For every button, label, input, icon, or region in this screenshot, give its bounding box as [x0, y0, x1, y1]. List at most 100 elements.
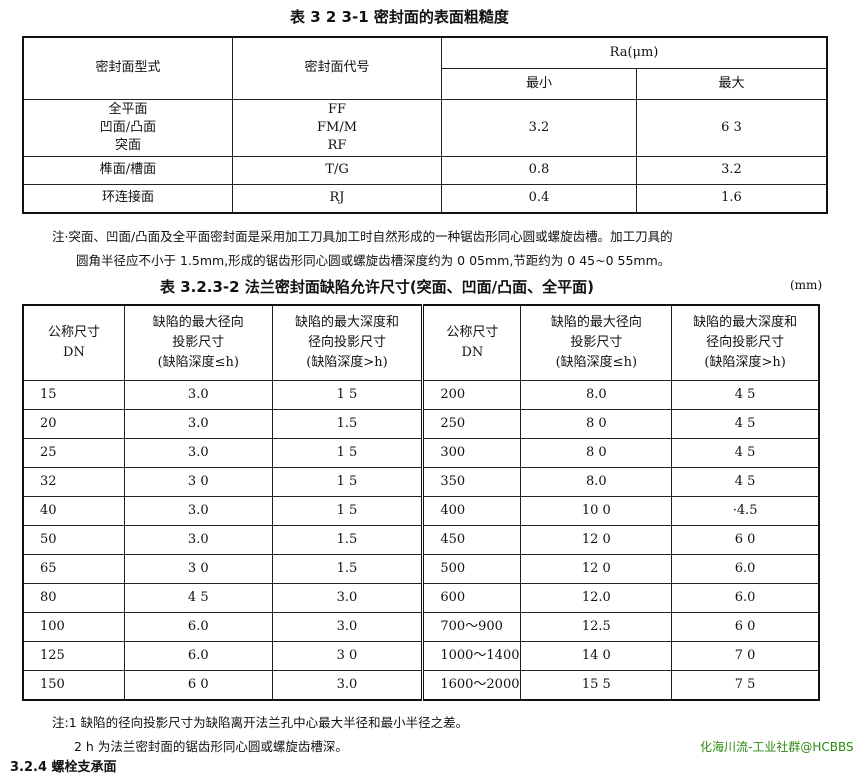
- cell: 1.5: [271, 525, 425, 555]
- cell: FF: [327, 101, 347, 117]
- table2-unit: (mm): [790, 278, 823, 292]
- cell: 450: [422, 525, 522, 555]
- cell: 12 0: [520, 525, 673, 555]
- table-row: 环连接面 RJ 0.4 1.6: [22, 183, 828, 214]
- cell: 1 5: [271, 467, 425, 497]
- cell: 0.8: [441, 155, 637, 185]
- cell: 7 0: [671, 641, 820, 671]
- header-line: 径向投影尺寸: [706, 335, 785, 350]
- cell: 3.0: [123, 496, 273, 526]
- cell: 6.0: [671, 583, 820, 613]
- table2-title: 表 3.2.3-2 法兰密封面缺陷允许尺寸(突面、凹面/凸面、全平面): [160, 278, 595, 296]
- table-row: 65 3 0 1.5 500 12 0 6.0: [22, 554, 820, 584]
- table2-note-2: 2 h 为法兰密封面的锯齿形同心圆或螺旋齿槽深。: [74, 739, 348, 754]
- cell: 40: [22, 496, 125, 526]
- table-row: 15 3.0 1 5 200 8.0 4 5: [22, 380, 820, 410]
- column-header: 缺陷的最大深度和 径向投影尺寸 (缺陷深度>h): [671, 304, 820, 381]
- cell: 4 5: [671, 409, 820, 439]
- cell: 80: [22, 583, 125, 613]
- cell: 12 0: [520, 554, 673, 584]
- cell: 3.0: [123, 525, 273, 555]
- cell: 3.0: [123, 380, 273, 410]
- header-line: 缺陷的最大深度和: [693, 315, 798, 330]
- table1-title: 表 3 2 3-1 密封面的表面粗糙度: [290, 8, 509, 26]
- header-line: (缺陷深度>h): [306, 355, 388, 370]
- header-line: 公称尺寸: [47, 325, 100, 340]
- cell: 4 5: [123, 583, 273, 613]
- cell: 12.5: [520, 612, 673, 642]
- column-header: 公称尺寸 DN: [22, 304, 125, 381]
- header-line: 公称尺寸: [446, 325, 499, 340]
- cell: 10 0: [520, 496, 673, 526]
- roughness-table: 密封面型式 密封面代号 Ra(μm) 最小 最大 全平面 凹面/凸面 突面 FF FM/M R…: [22, 36, 828, 214]
- cell: 6 0: [671, 612, 820, 642]
- cell: 700～900: [422, 612, 522, 642]
- cell: 500: [422, 554, 522, 584]
- cell: 125: [22, 641, 125, 671]
- header-line: (缺陷深度≤h): [555, 355, 638, 370]
- table-row: 100 6.0 3.0 700～900 12.5 6 0: [22, 612, 820, 642]
- column-header: 缺陷的最大深度和 径向投影尺寸 (缺陷深度>h): [271, 304, 425, 381]
- cell: 20: [22, 409, 125, 439]
- cell: ·4.5: [671, 496, 820, 526]
- header-line: (缺陷深度>h): [704, 355, 786, 370]
- cell: 400: [422, 496, 522, 526]
- cell: 3 0: [123, 554, 273, 584]
- table1-note-line2: 圆角半径应不小于 1.5mm,形成的锯齿形同心圆或螺旋齿槽深度约为 0 05mm…: [76, 253, 671, 268]
- cell: FM/M: [316, 119, 358, 135]
- cell: 4 5: [671, 380, 820, 410]
- cell: 1.5: [271, 554, 425, 584]
- cell: 全平面: [108, 101, 148, 117]
- cell: 7 5: [671, 670, 820, 701]
- cell: 3.0: [271, 670, 425, 701]
- cell: 6.0: [123, 612, 273, 642]
- table2-note-1: 注:1 缺陷的径向投影尺寸为缺陷离开法兰孔中心最大半径和最小半径之差。: [52, 715, 469, 730]
- cell: 1 5: [271, 496, 425, 526]
- cell: 6 0: [123, 670, 273, 701]
- header-line: 投影尺寸: [570, 335, 623, 350]
- cell: 1600～2000: [422, 670, 522, 701]
- column-header: 公称尺寸 DN: [422, 304, 522, 381]
- cell: 榫面/槽面: [22, 155, 233, 185]
- cell: 350: [422, 467, 522, 497]
- cell: 凹面/凸面: [99, 119, 157, 135]
- cell: 250: [422, 409, 522, 439]
- cell: RJ: [232, 183, 442, 214]
- defect-table: 公称尺寸 DN 缺陷的最大径向 投影尺寸 (缺陷深度≤h) 缺陷的最大深度和 径向投影尺寸 (…: [22, 304, 820, 701]
- cell: 32: [22, 467, 125, 497]
- cell: 3.2: [441, 98, 637, 157]
- cell: 50: [22, 525, 125, 555]
- column-header: 缺陷的最大径向 投影尺寸 (缺陷深度≤h): [520, 304, 673, 381]
- header-line: 径向投影尺寸: [307, 335, 386, 350]
- cell: 6 3: [636, 98, 828, 157]
- cell: 突面: [114, 137, 141, 153]
- cell: T/G: [232, 155, 442, 185]
- cell: 6 0: [671, 525, 820, 555]
- header-line: (缺陷深度≤h): [157, 355, 239, 370]
- table-row: 全平面 凹面/凸面 突面 FF FM/M RF 3.2 6 3: [22, 98, 828, 157]
- cell: 1 5: [271, 380, 425, 410]
- cell: 6.0: [123, 641, 273, 671]
- table1-note-line1: 注·突面、凹面/凸面及全平面密封面是采用加工刀具加工时自然形成的一种锯齿形同心圆…: [52, 229, 673, 244]
- cell: 3.0: [271, 612, 425, 642]
- cell: 3.2: [636, 155, 828, 185]
- cell: 1.6: [636, 183, 828, 214]
- cell: 8.0: [520, 467, 673, 497]
- cell: 65: [22, 554, 125, 584]
- cell: 150: [22, 670, 125, 701]
- cell: 1.5: [271, 409, 425, 439]
- cell: 3.0: [271, 583, 425, 613]
- header-line: DN: [63, 345, 85, 360]
- cell: 14 0: [520, 641, 673, 671]
- cell: 6.0: [671, 554, 820, 584]
- cell: 1 5: [271, 438, 425, 468]
- cell: 4 5: [671, 467, 820, 497]
- cell: 8 0: [520, 409, 673, 439]
- header-max: 最大: [636, 67, 828, 100]
- header-type: 密封面型式: [22, 36, 233, 100]
- header-row: 公称尺寸 DN 缺陷的最大径向 投影尺寸 (缺陷深度≤h) 缺陷的最大深度和 径向投影尺寸 (…: [22, 304, 820, 381]
